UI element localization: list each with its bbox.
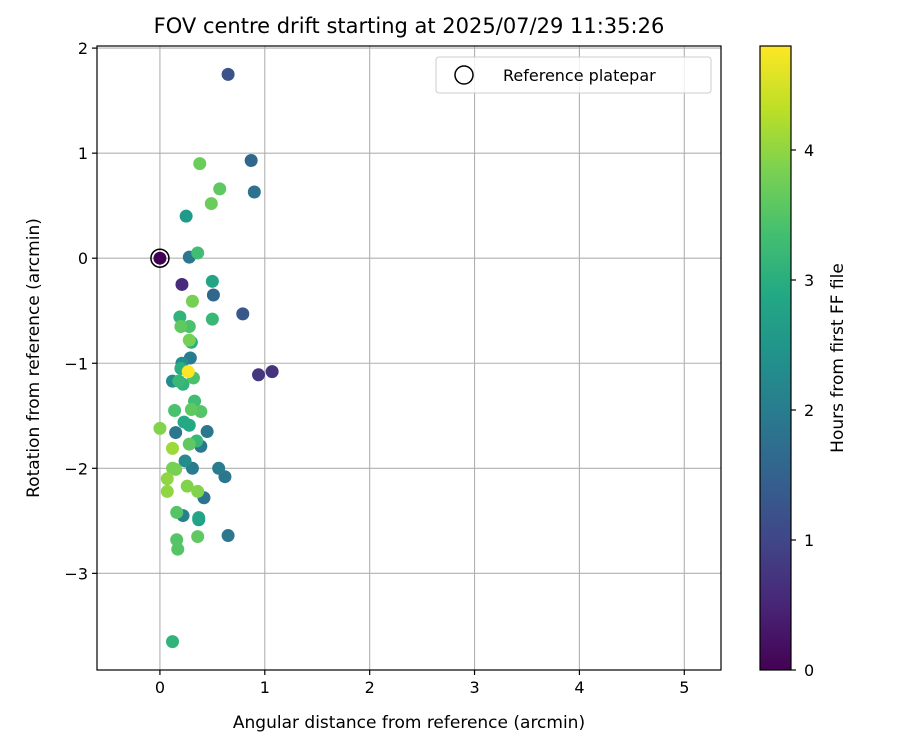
data-point xyxy=(160,472,174,486)
legend-box xyxy=(435,56,712,94)
data-point xyxy=(181,365,195,379)
data-point xyxy=(236,307,250,321)
data-point xyxy=(160,484,174,498)
data-point xyxy=(166,635,180,649)
x-axis-ticks: 0 1 2 3 4 5 xyxy=(155,670,689,697)
colorbar-tick-label: 1 xyxy=(804,531,814,550)
plot-area: 0 1 2 3 4 5 −3 −2 −1 0 1 2 xyxy=(64,39,722,697)
data-point xyxy=(173,310,187,324)
data-point xyxy=(177,415,191,429)
data-point xyxy=(178,454,192,468)
colorbar: 0 1 2 3 4 Hours from first FF file xyxy=(759,45,848,680)
data-point xyxy=(212,461,226,475)
colorbar-tick-label: 4 xyxy=(804,141,814,160)
data-point xyxy=(174,319,188,333)
colorbar-tick-label: 3 xyxy=(804,271,814,290)
data-point xyxy=(180,479,194,493)
data-point xyxy=(200,425,214,439)
data-point xyxy=(244,154,258,168)
colorbar-tick-label: 0 xyxy=(804,661,814,680)
y-tick-label: 0 xyxy=(78,249,88,268)
data-point xyxy=(247,185,261,199)
y-tick-label: −2 xyxy=(64,459,88,478)
data-point xyxy=(206,288,220,302)
data-point xyxy=(193,157,207,171)
data-point xyxy=(169,426,183,440)
reference-platepar-marker xyxy=(150,248,170,268)
y-tick-label: −3 xyxy=(64,564,88,583)
x-axis-label: Angular distance from reference (arcmin) xyxy=(233,713,585,733)
data-point xyxy=(205,312,219,326)
grid-lines xyxy=(97,46,721,670)
reference-marker xyxy=(150,248,170,268)
data-point xyxy=(204,197,218,211)
x-tick-label: 1 xyxy=(260,678,270,697)
colorbar-ticks: 0 1 2 3 4 xyxy=(791,141,814,680)
plot-frame xyxy=(96,45,722,671)
x-tick-label: 0 xyxy=(155,678,165,697)
legend: Reference platepar xyxy=(435,56,712,94)
data-point xyxy=(168,404,182,418)
data-point xyxy=(153,251,167,265)
colorbar-fill xyxy=(759,45,792,671)
data-point xyxy=(182,333,196,347)
data-point xyxy=(192,511,206,525)
y-tick-label: −1 xyxy=(64,354,88,373)
x-tick-label: 3 xyxy=(469,678,479,697)
y-tick-label: 2 xyxy=(78,39,88,58)
data-point xyxy=(172,374,186,388)
data-point xyxy=(221,67,235,81)
data-point xyxy=(153,421,167,435)
data-point xyxy=(179,209,193,223)
data-point xyxy=(182,437,196,451)
data-point xyxy=(252,368,266,382)
data-point xyxy=(170,505,184,519)
x-tick-label: 5 xyxy=(679,678,689,697)
data-point xyxy=(213,182,227,196)
x-tick-label: 4 xyxy=(574,678,584,697)
data-point xyxy=(175,277,189,291)
data-point xyxy=(191,246,205,260)
y-tick-label: 1 xyxy=(78,144,88,163)
data-point xyxy=(221,529,235,543)
colorbar-label: Hours from first FF file xyxy=(828,263,848,453)
chart-title: FOV centre drift starting at 2025/07/29 … xyxy=(154,14,665,38)
data-point xyxy=(191,484,205,498)
x-tick-label: 2 xyxy=(365,678,375,697)
data-point xyxy=(184,402,198,416)
y-axis-ticks: −3 −2 −1 0 1 2 xyxy=(64,39,97,583)
colorbar-tick-label: 2 xyxy=(804,401,814,420)
data-points xyxy=(153,67,279,649)
data-point xyxy=(205,274,219,288)
data-point xyxy=(185,294,199,308)
data-point xyxy=(265,365,279,379)
data-point xyxy=(171,542,185,556)
data-point xyxy=(191,530,205,544)
data-point xyxy=(166,441,180,455)
legend-entry-label: Reference platepar xyxy=(503,66,656,85)
legend-open-circle-marker xyxy=(454,65,474,85)
data-point xyxy=(170,533,184,547)
y-axis-label: Rotation from reference (arcmin) xyxy=(24,218,44,498)
data-point xyxy=(169,462,183,476)
